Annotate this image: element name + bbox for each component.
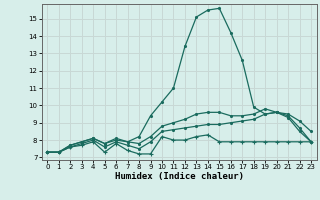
X-axis label: Humidex (Indice chaleur): Humidex (Indice chaleur): [115, 172, 244, 181]
